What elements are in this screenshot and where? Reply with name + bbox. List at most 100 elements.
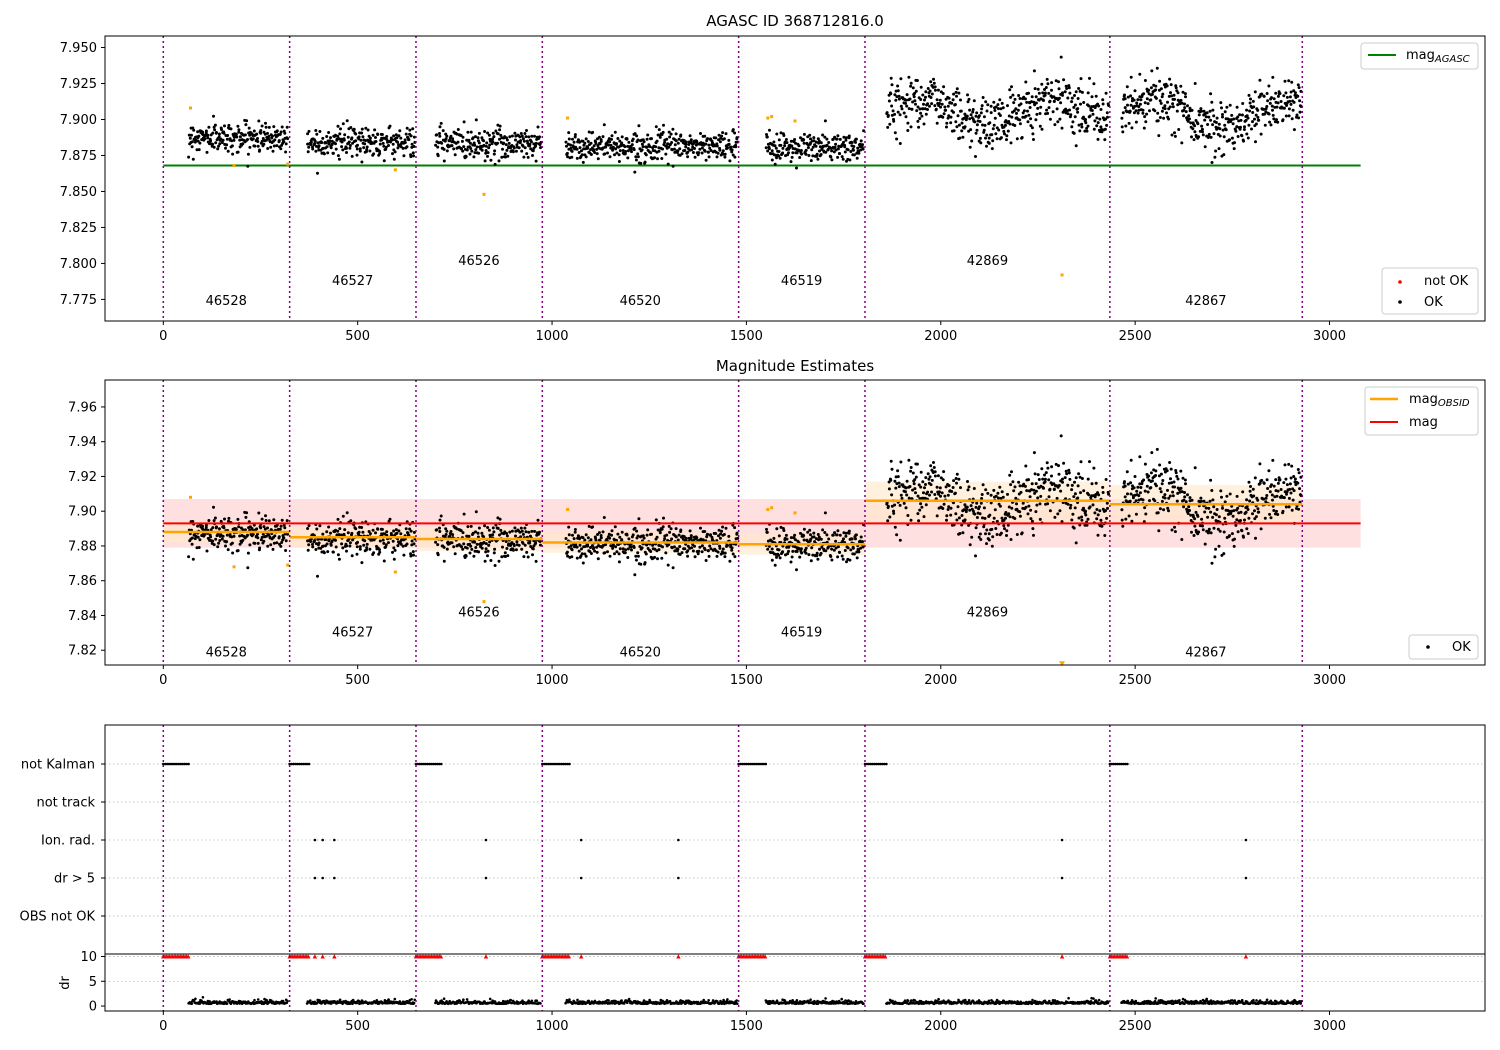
ok-point	[334, 142, 337, 146]
obsid-label: 46527	[332, 274, 373, 289]
not-kalman-point	[764, 762, 768, 766]
ok-point	[854, 137, 858, 141]
ok-point	[187, 555, 191, 559]
ok-point	[1269, 516, 1273, 520]
not-kalman-point	[885, 762, 888, 766]
ok-point	[1095, 116, 1099, 120]
ok-point	[1027, 91, 1030, 95]
ok-point	[1173, 97, 1176, 101]
ok-point	[635, 529, 639, 533]
ok-point	[1154, 484, 1158, 488]
ok-point	[1199, 107, 1203, 111]
ok-point	[434, 540, 438, 544]
ok-point	[1285, 483, 1289, 487]
ok-point	[843, 145, 847, 149]
ok-point	[358, 545, 362, 549]
ok-point	[1265, 92, 1269, 95]
ok-point	[1034, 482, 1038, 486]
ok-point	[336, 517, 340, 521]
ok-point	[981, 483, 985, 487]
ok-point	[618, 535, 622, 539]
ok-point	[1057, 87, 1061, 91]
ok-point	[815, 554, 819, 558]
ok-point	[660, 157, 664, 160]
ok-point	[212, 114, 215, 118]
ok-point	[823, 119, 827, 123]
ok-point	[924, 483, 927, 486]
ok-point	[1009, 141, 1013, 145]
ok-point	[577, 549, 581, 553]
ok-point	[1142, 126, 1146, 130]
y-tick-label: 7.86	[68, 574, 97, 589]
ok-point	[1214, 547, 1218, 551]
ok-point	[618, 139, 622, 143]
ok-point	[965, 505, 969, 509]
ok-point	[1129, 481, 1133, 485]
ok-point	[368, 547, 372, 551]
ion-rad-point	[1060, 838, 1064, 842]
x-tick-label: 1500	[730, 329, 763, 344]
ok-point	[366, 128, 370, 132]
ok-point	[939, 105, 942, 109]
ok-point	[1173, 530, 1177, 534]
ok-point	[1042, 99, 1045, 102]
ok-point	[267, 519, 271, 523]
ok-point	[282, 536, 286, 540]
ok-point	[1240, 529, 1244, 533]
ok-point	[376, 133, 380, 136]
ok-point	[1267, 112, 1271, 116]
ok-point	[461, 547, 465, 551]
ok-point	[706, 532, 709, 536]
ok-point	[1126, 492, 1129, 496]
ok-point	[968, 145, 972, 149]
ok-point	[1256, 108, 1260, 112]
ok-point	[357, 135, 361, 139]
ok-point	[971, 110, 975, 114]
ok-point	[569, 146, 573, 150]
ok-point	[580, 149, 583, 153]
ok-point	[1074, 90, 1078, 94]
ok-point	[1091, 503, 1095, 507]
ok-point	[644, 153, 648, 157]
ok-point	[1031, 132, 1035, 136]
ok-point	[392, 529, 396, 533]
ok-point	[1187, 505, 1191, 509]
ok-point	[1073, 480, 1076, 484]
ok-point	[896, 84, 900, 88]
x-tick-label: 1000	[535, 329, 568, 344]
ok-point	[941, 115, 945, 119]
ok-point	[395, 136, 399, 140]
ok-point	[982, 115, 986, 119]
ok-point	[207, 125, 211, 129]
ok-point	[395, 531, 399, 535]
ok-point	[1154, 96, 1158, 100]
ok-point	[941, 478, 945, 482]
ok-point	[363, 539, 367, 543]
ok-point	[497, 559, 501, 563]
ok-point	[523, 543, 527, 547]
ok-point	[445, 149, 449, 153]
ok-point	[984, 100, 988, 104]
ok-point	[669, 527, 673, 531]
ok-point	[1210, 161, 1214, 164]
ok-point	[1133, 89, 1137, 93]
ok-point	[1278, 478, 1282, 482]
ok-point	[765, 527, 768, 531]
ok-point	[919, 470, 923, 474]
ok-point	[991, 139, 995, 143]
ok-point	[1043, 480, 1047, 484]
ok-point	[284, 539, 288, 543]
ok-point	[1130, 519, 1134, 523]
ok-point	[951, 486, 955, 489]
ok-point	[1157, 529, 1161, 533]
ok-point	[610, 529, 614, 533]
ok-point	[453, 153, 457, 157]
ok-point	[1129, 458, 1133, 462]
ok-point	[930, 490, 934, 494]
ok-point	[1288, 95, 1292, 99]
ok-point	[498, 128, 502, 132]
ok-point	[241, 142, 245, 146]
ok-point	[462, 145, 466, 149]
ok-point	[1253, 90, 1257, 94]
ok-point	[836, 555, 840, 559]
